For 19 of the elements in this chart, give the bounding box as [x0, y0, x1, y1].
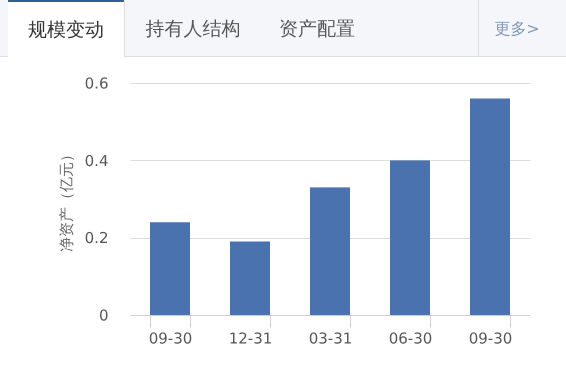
y-tick-label: 0.4	[84, 152, 108, 170]
x-tick-label: 09-30	[468, 330, 512, 348]
y-tick-label: 0.2	[84, 229, 108, 248]
x-tick-label: 03-31	[308, 330, 352, 348]
bar	[230, 242, 270, 315]
chart-title: 规模变动	[28, 19, 104, 41]
x-tick-label: 09-30	[148, 330, 192, 348]
bar	[310, 187, 350, 315]
bar	[150, 222, 190, 315]
x-tick-label: 12-31	[228, 330, 272, 348]
y-tick-label: 0.6	[84, 74, 108, 92]
text: 持有人结构	[146, 18, 240, 40]
bar	[470, 98, 510, 315]
y-axis-title: 净资产（亿元）	[58, 147, 76, 252]
x-tick-label: 06-30	[388, 330, 432, 348]
text: 更多>	[494, 19, 540, 38]
bar	[390, 160, 430, 315]
text: 资产配置	[279, 18, 355, 40]
y-tick-label: 0	[98, 306, 108, 324]
